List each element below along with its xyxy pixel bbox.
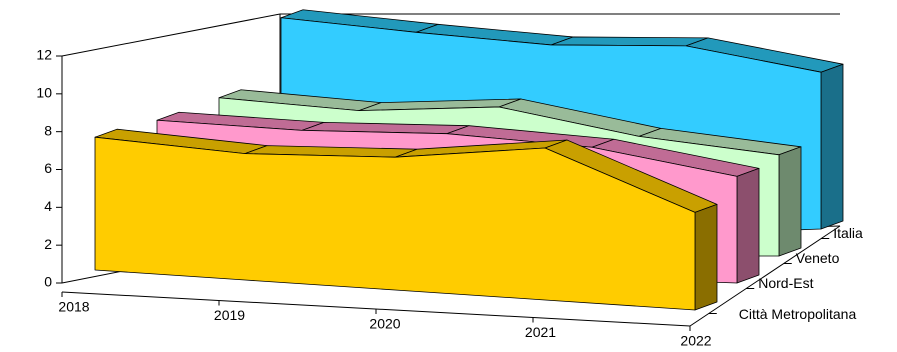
y-tick-label: 2 xyxy=(44,236,52,252)
area-side xyxy=(820,63,844,230)
y-tick-label: 6 xyxy=(44,160,52,176)
area-side xyxy=(694,203,718,311)
x-tick-label: 2021 xyxy=(525,324,556,340)
area-top xyxy=(550,36,709,47)
x-tick-label: 2019 xyxy=(214,307,245,323)
wall-edge xyxy=(61,13,281,57)
y-tick-label: 12 xyxy=(36,47,52,63)
legend-label: Nord-Est xyxy=(758,275,813,291)
depth-axis xyxy=(689,225,841,327)
y-tick-label: 0 xyxy=(44,274,52,290)
area-side xyxy=(778,146,802,257)
x-tick-label: 2018 xyxy=(58,299,89,315)
legend-label: Veneto xyxy=(796,250,840,266)
legend-label: Italia xyxy=(833,225,863,241)
legend-label: Città Metropolitana xyxy=(739,306,857,322)
area xyxy=(94,136,696,311)
y-tick-label: 10 xyxy=(36,85,52,101)
area-side xyxy=(736,167,760,284)
x-tick-label: 2022 xyxy=(680,333,711,349)
x-tick-label: 2020 xyxy=(369,316,400,332)
series xyxy=(94,128,718,311)
y-tick-label: 8 xyxy=(44,122,52,138)
y-tick-label: 4 xyxy=(44,198,52,214)
